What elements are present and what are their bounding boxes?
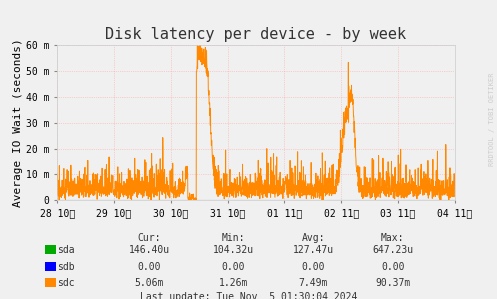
Text: 146.40u: 146.40u — [129, 245, 169, 255]
Text: 127.47u: 127.47u — [293, 245, 333, 255]
Text: sda: sda — [57, 245, 75, 255]
Text: 104.32u: 104.32u — [213, 245, 254, 255]
Title: Disk latency per device - by week: Disk latency per device - by week — [105, 27, 407, 42]
Text: sdb: sdb — [57, 262, 75, 272]
Text: 647.23u: 647.23u — [372, 245, 413, 255]
Text: 90.37m: 90.37m — [375, 278, 410, 288]
Text: RRDTOOL / TOBI OETIKER: RRDTOOL / TOBI OETIKER — [489, 73, 495, 166]
Text: Cur:: Cur: — [137, 233, 161, 243]
Text: 0.00: 0.00 — [222, 262, 246, 272]
Text: Max:: Max: — [381, 233, 405, 243]
Text: 0.00: 0.00 — [381, 262, 405, 272]
Text: 0.00: 0.00 — [137, 262, 161, 272]
Text: 1.26m: 1.26m — [219, 278, 248, 288]
Text: Last update: Tue Nov  5 01:30:04 2024: Last update: Tue Nov 5 01:30:04 2024 — [140, 292, 357, 299]
Text: sdc: sdc — [57, 278, 75, 288]
Text: Avg:: Avg: — [301, 233, 325, 243]
Y-axis label: Average IO Wait (seconds): Average IO Wait (seconds) — [13, 38, 23, 207]
Text: 0.00: 0.00 — [301, 262, 325, 272]
Text: Min:: Min: — [222, 233, 246, 243]
Text: 7.49m: 7.49m — [298, 278, 328, 288]
Text: 5.06m: 5.06m — [134, 278, 164, 288]
